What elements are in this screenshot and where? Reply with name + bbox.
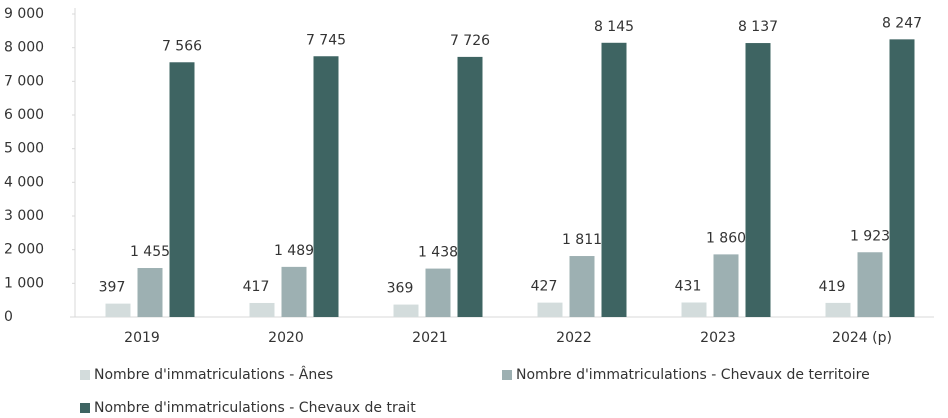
value-label: 417 bbox=[243, 279, 270, 295]
bar bbox=[601, 42, 627, 317]
value-label: 8 137 bbox=[738, 19, 778, 35]
value-label: 419 bbox=[819, 279, 846, 295]
x-tick-label: 2023 bbox=[700, 330, 736, 346]
bar bbox=[889, 39, 915, 317]
bar bbox=[105, 303, 131, 317]
bar bbox=[137, 268, 163, 317]
bar bbox=[393, 304, 419, 317]
y-tick-label: 7 000 bbox=[4, 73, 44, 89]
y-tick-label: 4 000 bbox=[4, 174, 44, 190]
bar bbox=[569, 256, 595, 317]
bar bbox=[169, 62, 195, 317]
y-tick-label: 2 000 bbox=[4, 242, 44, 258]
bar bbox=[457, 56, 483, 318]
value-label: 369 bbox=[387, 281, 414, 297]
x-tick-label: 2022 bbox=[556, 330, 592, 346]
bar bbox=[825, 302, 851, 317]
legend-swatch bbox=[80, 370, 90, 380]
value-label: 8 145 bbox=[594, 19, 634, 35]
bar bbox=[425, 268, 451, 317]
legend-swatch bbox=[80, 403, 90, 413]
legend-label: Nombre d'immatriculations - Chevaux de t… bbox=[94, 400, 416, 416]
value-label: 1 860 bbox=[706, 230, 746, 246]
value-label: 1 489 bbox=[274, 243, 314, 259]
x-tick-label: 2024 (p) bbox=[832, 330, 892, 346]
value-label: 1 438 bbox=[418, 245, 458, 261]
bar bbox=[745, 43, 771, 318]
value-label: 8 247 bbox=[882, 15, 922, 31]
y-tick-label: 1 000 bbox=[4, 275, 44, 291]
value-label: 1 455 bbox=[130, 244, 170, 260]
legend-swatch bbox=[502, 370, 512, 380]
y-tick-label: 0 bbox=[4, 309, 13, 325]
x-tick-label: 2020 bbox=[268, 330, 304, 346]
y-tick-label: 6 000 bbox=[4, 107, 44, 123]
value-label: 431 bbox=[675, 278, 702, 294]
value-label: 1 811 bbox=[562, 232, 602, 248]
value-label: 7 726 bbox=[450, 33, 490, 49]
y-tick-label: 5 000 bbox=[4, 141, 44, 157]
value-label: 1 923 bbox=[850, 228, 890, 244]
value-label: 7 745 bbox=[306, 32, 346, 48]
legend-label: Nombre d'immatriculations - Ânes bbox=[94, 365, 333, 383]
value-label: 427 bbox=[531, 279, 558, 295]
value-label: 397 bbox=[99, 280, 126, 296]
y-tick-label: 3 000 bbox=[4, 208, 44, 224]
y-tick-label: 8 000 bbox=[4, 40, 44, 56]
bar bbox=[313, 56, 339, 317]
y-tick-label: 9 000 bbox=[4, 6, 44, 22]
bar bbox=[281, 266, 307, 317]
value-label: 7 566 bbox=[162, 38, 202, 54]
bar bbox=[249, 302, 275, 317]
x-tick-label: 2019 bbox=[124, 330, 160, 346]
legend-label: Nombre d'immatriculations - Chevaux de t… bbox=[516, 367, 870, 383]
bar bbox=[713, 254, 739, 317]
bar bbox=[857, 252, 883, 317]
bar bbox=[681, 302, 707, 317]
bar bbox=[537, 302, 563, 317]
x-tick-label: 2021 bbox=[412, 330, 448, 346]
